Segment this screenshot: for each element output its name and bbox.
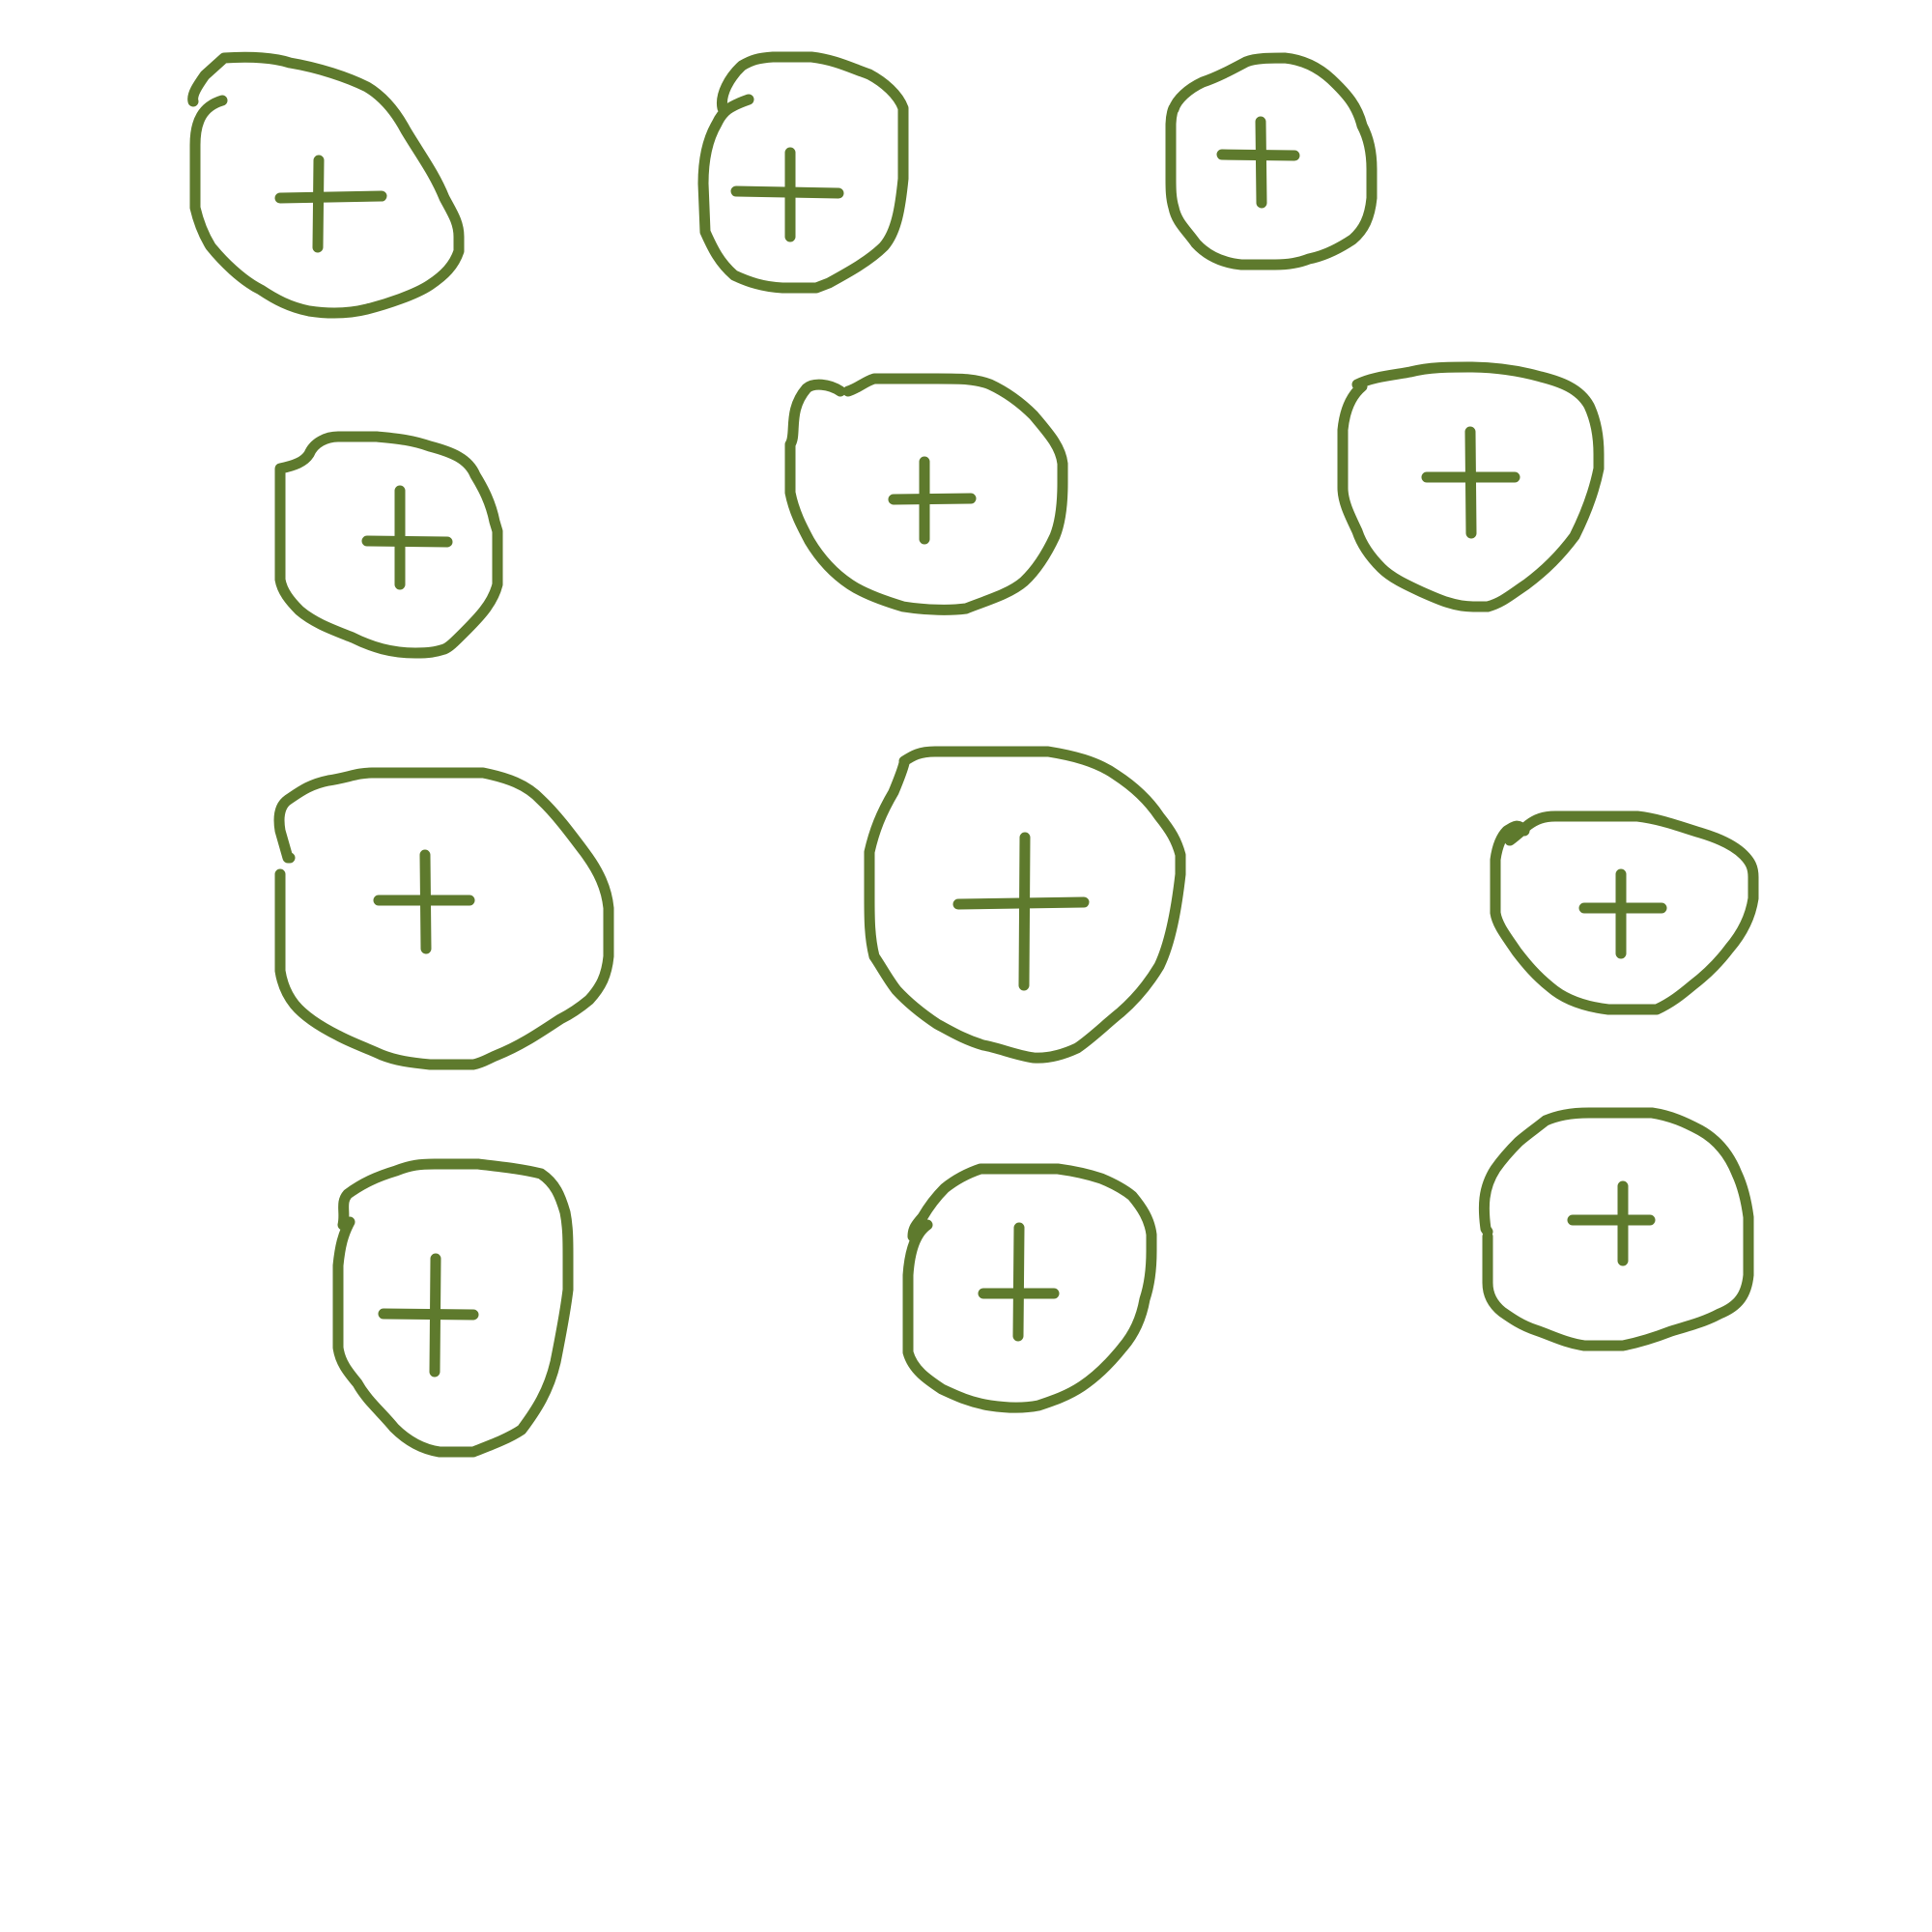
plus-horizontal-stroke (361, 535, 453, 548)
circled-plus-icon (864, 746, 1186, 1064)
circled-plus-icon (784, 373, 1068, 615)
circled-plus-icon (187, 51, 465, 319)
circled-plus-icon (1337, 361, 1605, 612)
circled-plus-icon (273, 767, 614, 1070)
hand-drawn-circle-outline (1165, 52, 1378, 270)
plus-vertical-stroke (1464, 426, 1477, 539)
hand-drawn-circle-outline (697, 51, 909, 294)
circled-plus-icon (1490, 810, 1759, 1015)
hand-drawn-circle-outline (1478, 1107, 1754, 1351)
plus-vertical-stroke (419, 849, 432, 954)
plus-horizontal-stroke (274, 190, 387, 204)
hand-drawn-circle-outline (902, 1163, 1157, 1413)
hand-drawn-circle-outline (1337, 361, 1605, 612)
circled-plus-icon (274, 431, 503, 659)
hand-drawn-circle-outline (274, 431, 503, 659)
plus-vertical-stroke (1012, 1222, 1025, 1342)
plus-vertical-stroke (429, 1253, 441, 1378)
plus-vertical-stroke (1255, 116, 1267, 209)
circled-plus-icon (697, 51, 909, 294)
circled-plus-icon (332, 1158, 574, 1458)
hand-drawn-circle-outline (332, 1158, 574, 1458)
plus-horizontal-stroke (378, 1308, 479, 1321)
circled-plus-icon (1165, 52, 1378, 270)
hand-drawn-circle-outline (273, 767, 614, 1070)
hand-drawn-circle-outline (187, 51, 465, 319)
circled-plus-icon (902, 1163, 1157, 1413)
plus-vertical-stroke (1018, 832, 1031, 991)
hand-drawn-circle-outline (784, 373, 1068, 615)
hand-drawn-circle-outline (864, 746, 1186, 1064)
plus-vertical-stroke (312, 155, 325, 253)
hand-drawn-circle-outline (1490, 810, 1759, 1015)
circled-plus-icon (1478, 1107, 1754, 1351)
plus-horizontal-stroke (888, 493, 977, 505)
